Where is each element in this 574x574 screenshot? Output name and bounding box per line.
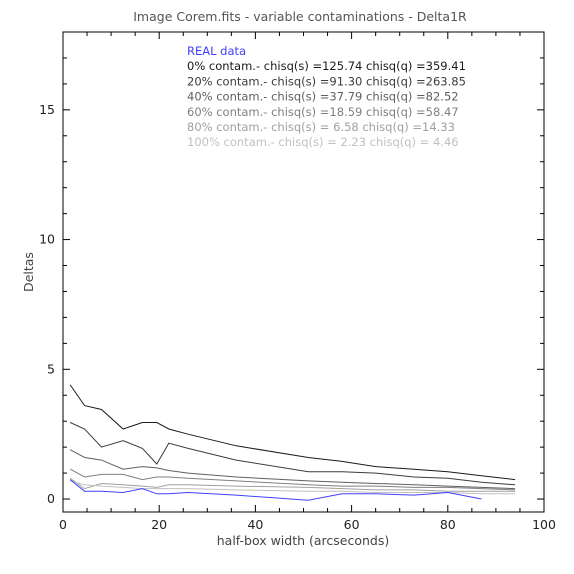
legend-entry: 100% contam.- chisq(s) = 2.23 chisq(q) =… — [187, 135, 459, 149]
legend-entry: 0% contam.- chisq(s) =125.74 chisq(q) =3… — [187, 59, 466, 73]
y-axis: 0 5 10 15 — [39, 31, 544, 506]
legend-entry: 80% contam.- chisq(s) = 6.58 chisq(q) =1… — [187, 120, 455, 134]
legend-entry: 40% contam.- chisq(s) =37.79 chisq(q) =8… — [187, 90, 459, 104]
x-axis: 0 20 40 60 80 100 — [59, 32, 556, 532]
y-tick-label: 5 — [47, 361, 55, 376]
series-line — [69, 479, 482, 501]
y-tick-label: 15 — [39, 102, 55, 117]
legend-entry: 60% contam.- chisq(s) =18.59 chisq(q) =5… — [187, 105, 459, 119]
x-tick-label: 60 — [344, 517, 360, 532]
series-line — [70, 480, 516, 495]
series-line — [69, 449, 516, 490]
legend-entry: 20% contam.- chisq(s) =91.30 chisq(q) =2… — [187, 74, 466, 88]
series-line — [69, 422, 516, 486]
series-layer — [69, 384, 516, 501]
series-line — [69, 477, 516, 492]
x-tick-label: 40 — [247, 517, 263, 532]
series-line — [69, 468, 516, 491]
y-tick-label: 0 — [47, 491, 55, 506]
x-tick-label: 20 — [151, 517, 167, 532]
x-tick-label: 0 — [59, 517, 67, 532]
series-line — [69, 384, 516, 481]
x-axis-label: half-box width (arcseconds) — [217, 533, 390, 548]
x-tick-label: 100 — [532, 517, 556, 532]
x-tick-label: 80 — [440, 517, 456, 532]
y-axis-label: Deltas — [21, 252, 36, 292]
legend-entry: REAL data — [187, 44, 246, 58]
y-tick-label: 10 — [39, 232, 55, 247]
chart-title: Image Corem.fits - variable contaminatio… — [133, 9, 467, 24]
